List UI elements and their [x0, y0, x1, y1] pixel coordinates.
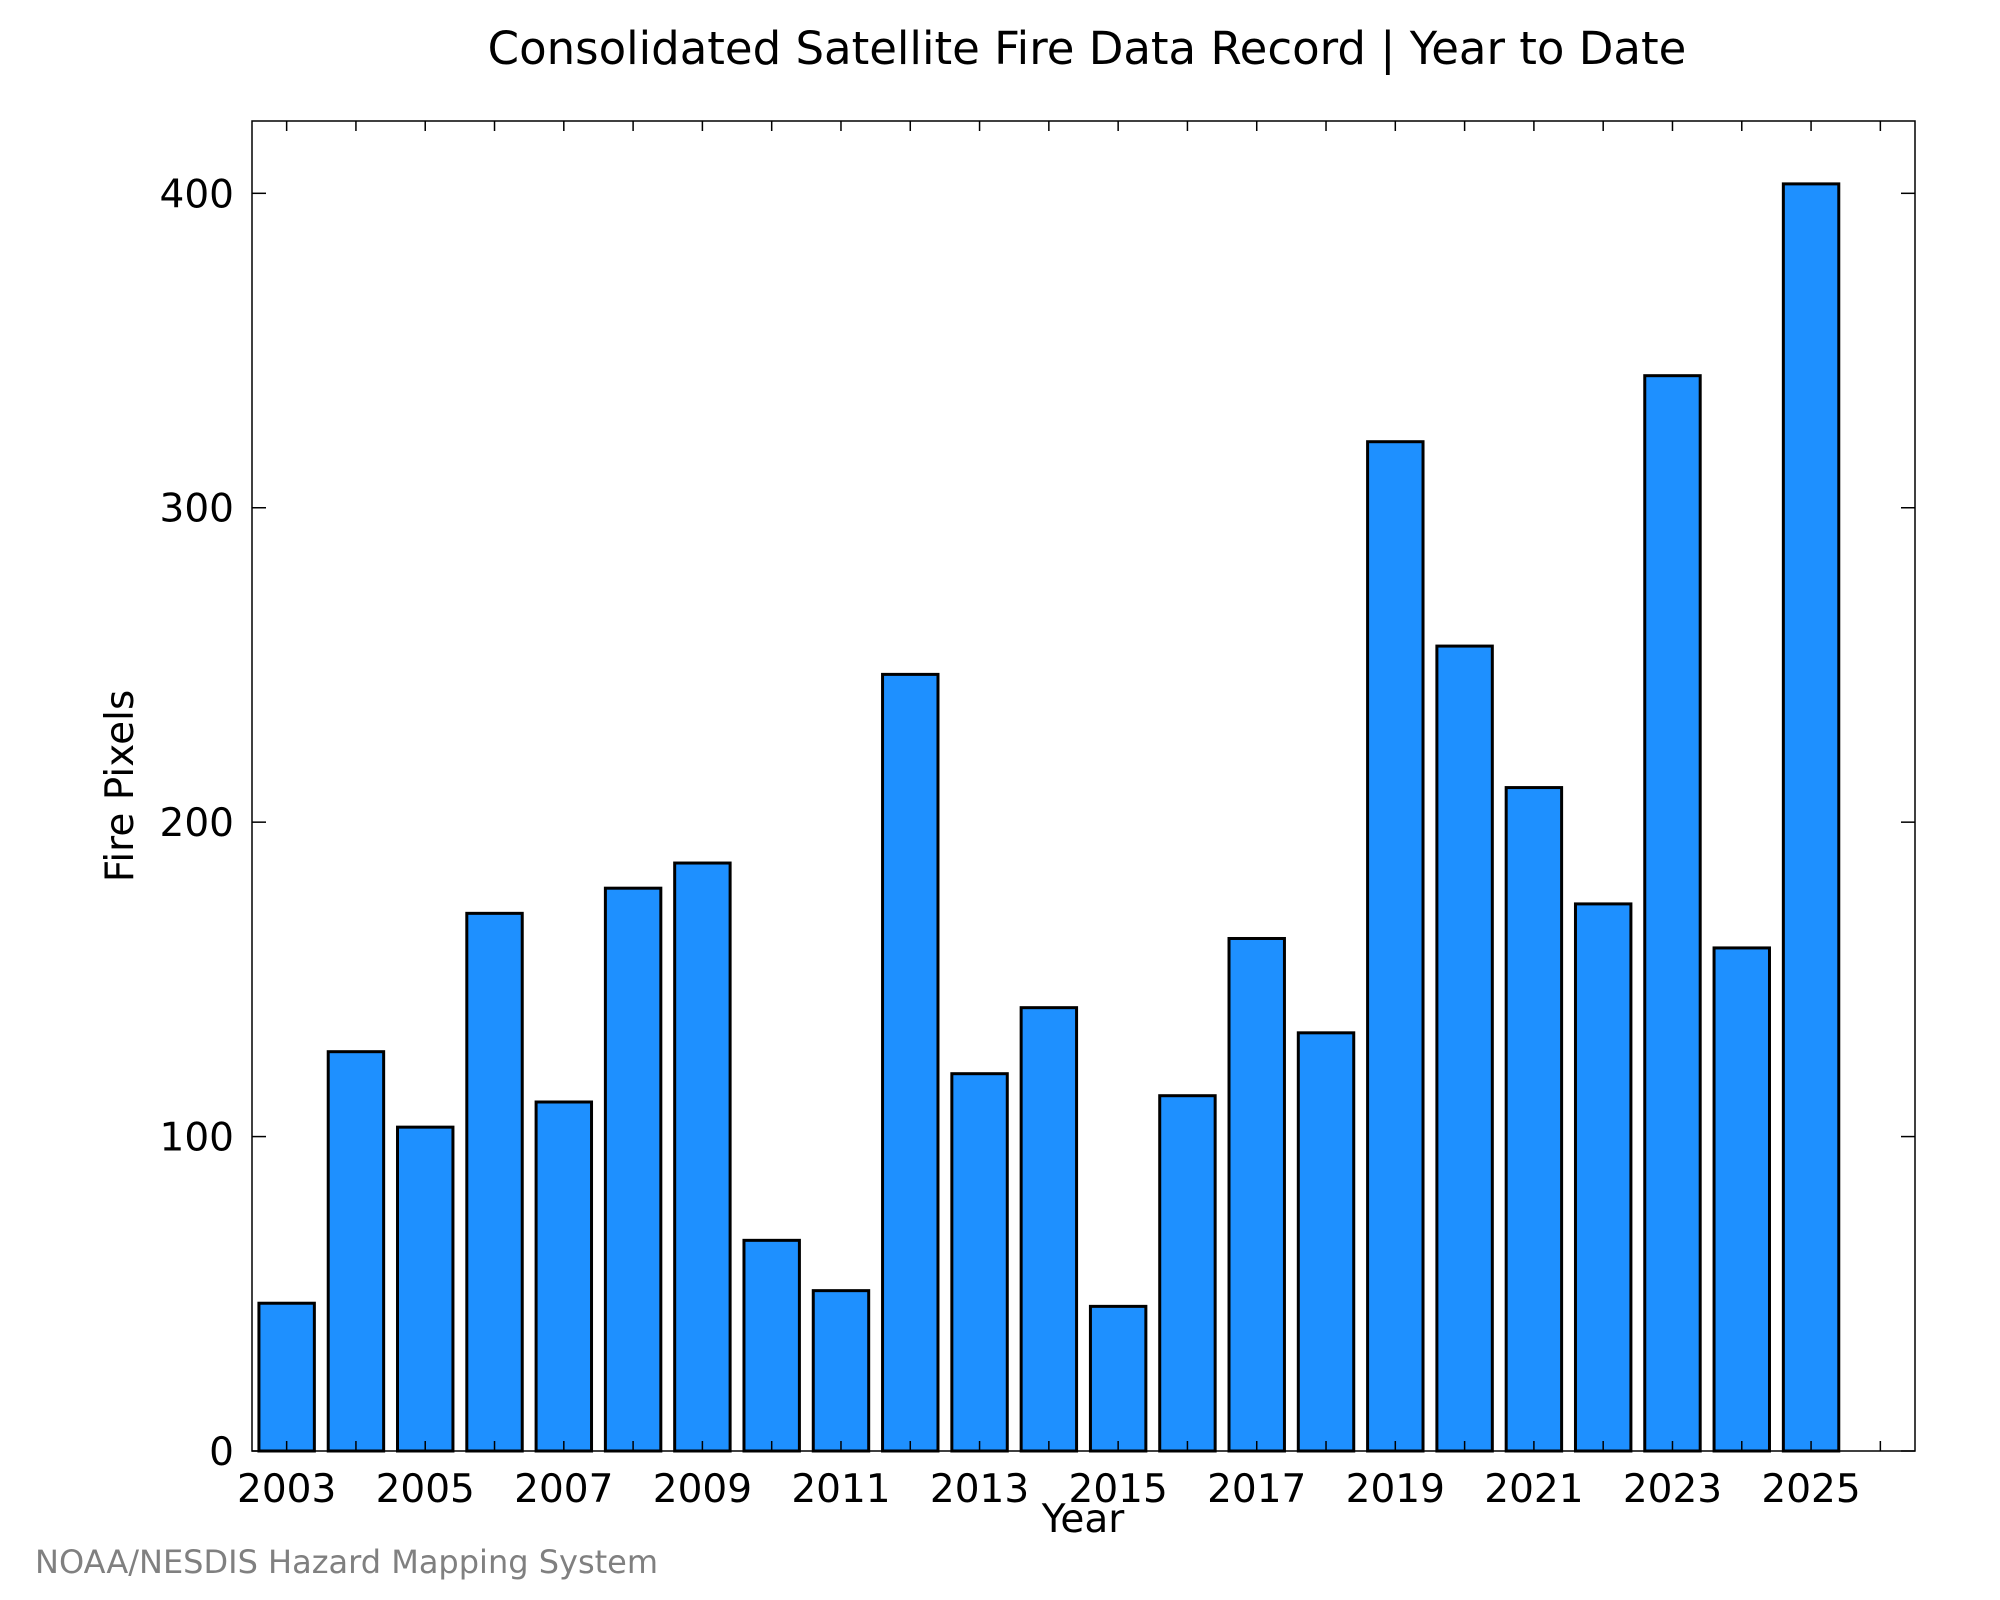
- x-tick-label: 2013: [930, 1467, 1029, 1512]
- bar-2010: [742, 1238, 801, 1453]
- bar-2020: [1435, 644, 1494, 1453]
- bar-2007: [534, 1100, 594, 1453]
- x-tick-label: 2021: [1484, 1467, 1583, 1512]
- bar-2019: [1366, 440, 1425, 1453]
- bar-2023: [1643, 374, 1702, 1453]
- x-tick-label: 2011: [791, 1467, 890, 1512]
- plot-area-frame: [251, 120, 1916, 1452]
- x-tick-label: 2007: [514, 1467, 613, 1512]
- x-tick-label: 2019: [1346, 1467, 1445, 1512]
- bar-2012: [881, 672, 940, 1453]
- chart-title: Consolidated Satellite Fire Data Record …: [488, 22, 1687, 75]
- y-axis-label: Fire Pixels: [98, 690, 143, 883]
- bar-2009: [673, 861, 732, 1453]
- bar-2013: [950, 1072, 1009, 1453]
- x-tick-label: 2003: [237, 1467, 336, 1512]
- x-tick-label: 2005: [376, 1467, 475, 1512]
- y-tick-label: 300: [160, 487, 234, 532]
- y-tick-label: 200: [160, 801, 234, 846]
- bar-2011: [811, 1289, 871, 1453]
- x-tick-label: 2009: [653, 1467, 752, 1512]
- axis-ticks: 0 100 200 300 400 2003 2005 2007 2009 2011 2013 201…: [160, 121, 1915, 1512]
- y-tick-label: 100: [160, 1116, 234, 1161]
- x-tick-label: 2025: [1761, 1467, 1860, 1512]
- x-tick-label: 2023: [1623, 1467, 1722, 1512]
- y-tick-label: 400: [160, 172, 234, 217]
- bar-2005: [396, 1125, 455, 1453]
- bar-2008: [603, 886, 663, 1453]
- bar-2015: [1088, 1304, 1148, 1453]
- x-axis-label: Year: [1041, 1497, 1126, 1542]
- bars: [257, 182, 1841, 1453]
- bar-2014: [1019, 1006, 1079, 1453]
- x-tick-label: 2015: [1069, 1467, 1168, 1512]
- bar-2018: [1296, 1031, 1356, 1453]
- bar-2016: [1158, 1094, 1217, 1453]
- bar-2003: [257, 1301, 316, 1453]
- bar-2004: [326, 1050, 386, 1453]
- bar-2006: [465, 911, 524, 1453]
- y-tick-label: 0: [209, 1430, 234, 1475]
- x-tick-label: 2017: [1207, 1467, 1306, 1512]
- bar-2021: [1504, 786, 1564, 1453]
- bar-2024: [1712, 946, 1771, 1453]
- credit-text: NOAA/NESDIS Hazard Mapping System: [35, 1543, 658, 1581]
- bar-2025: [1781, 182, 1841, 1453]
- bar-2017: [1227, 936, 1286, 1453]
- bar-2022: [1573, 902, 1633, 1453]
